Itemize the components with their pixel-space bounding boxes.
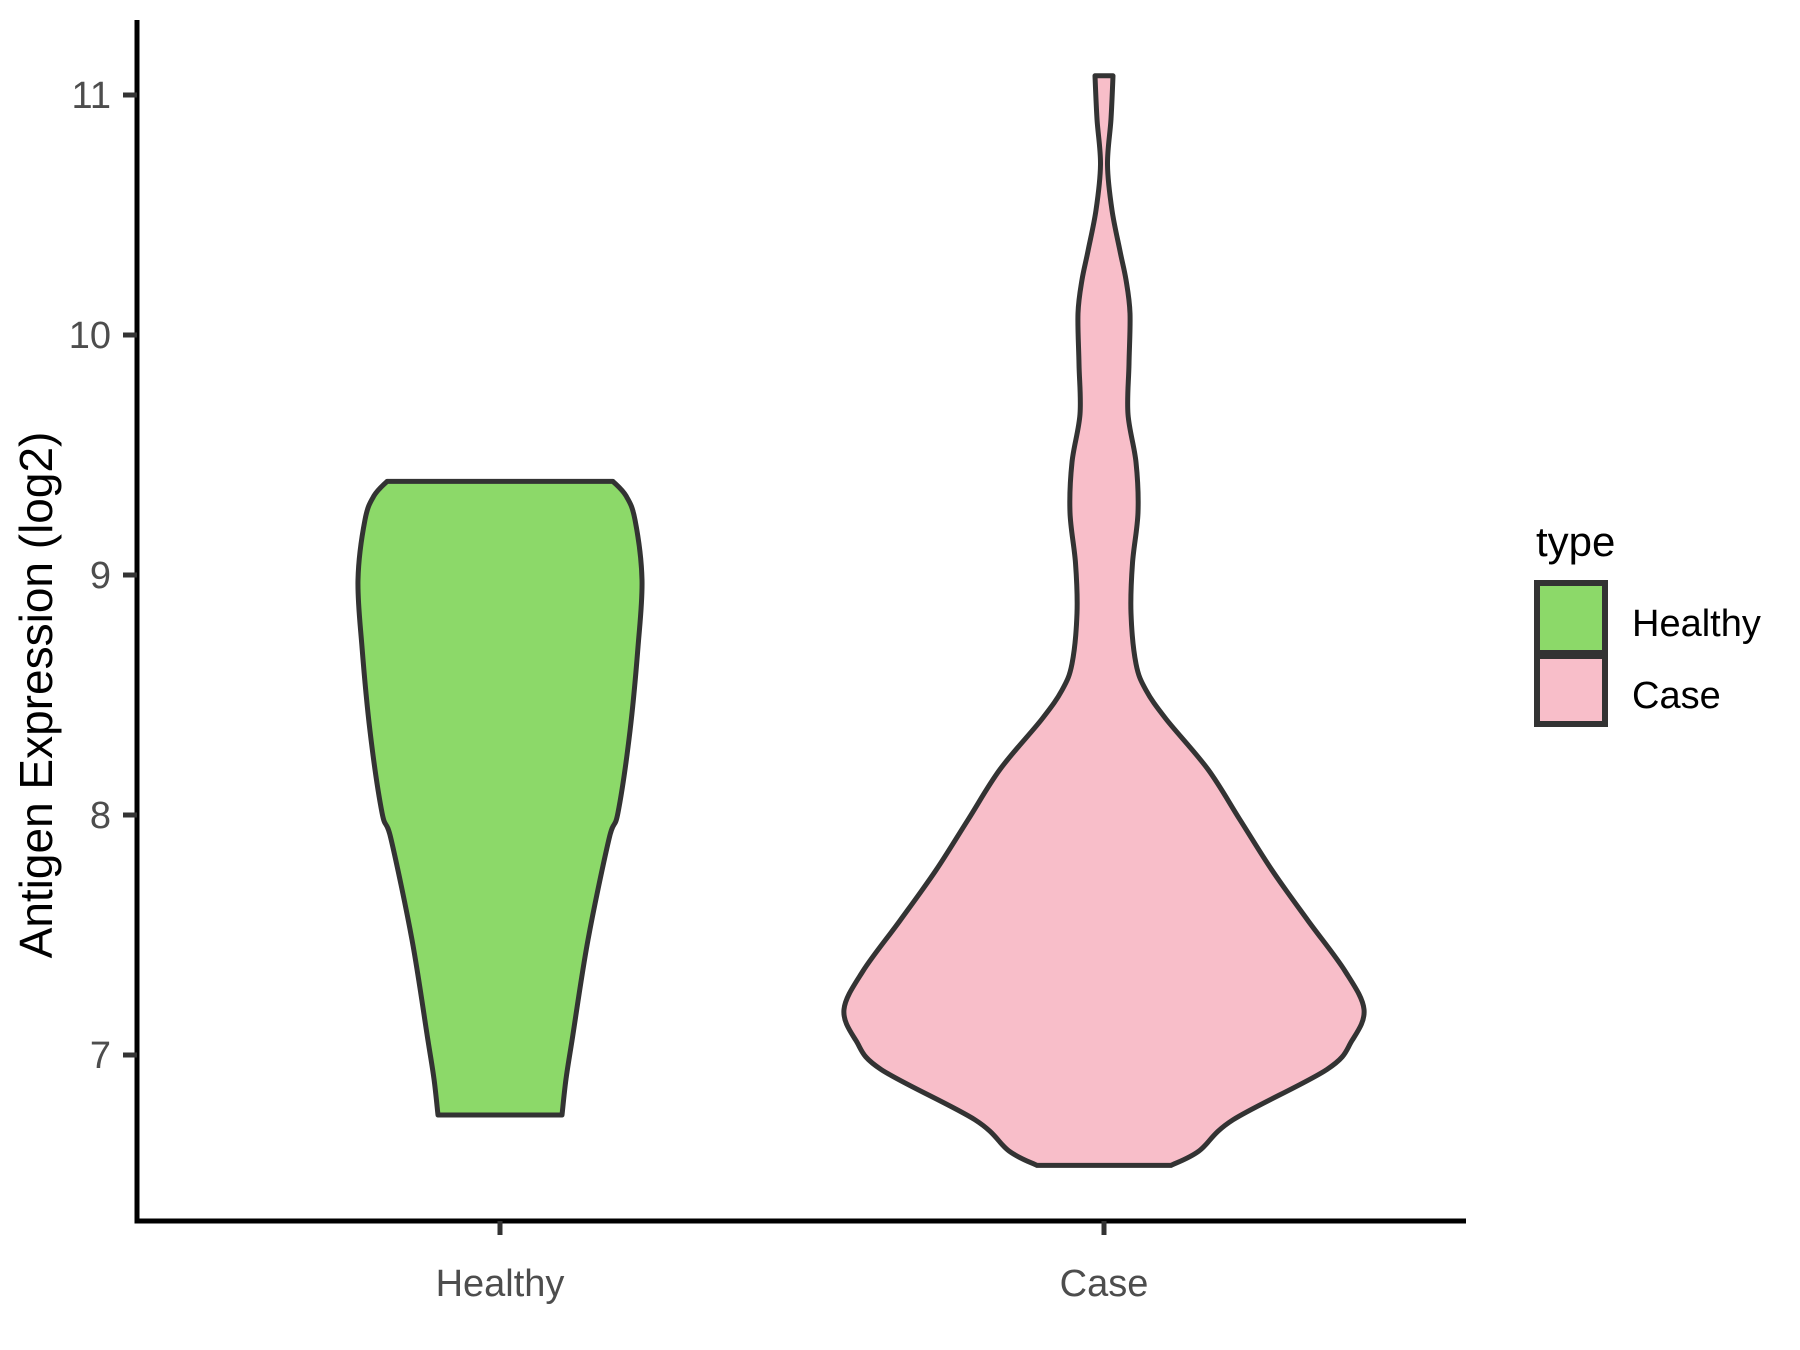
y-axis-ticks: 7 8 9 10 11 xyxy=(69,75,137,1077)
legend-label-healthy: Healthy xyxy=(1632,603,1761,645)
y-tick-label: 7 xyxy=(90,1035,111,1077)
violin-layer xyxy=(355,73,1367,1168)
y-axis-title: Antigen Expression (log2) xyxy=(10,432,62,959)
y-tick-label: 9 xyxy=(90,555,111,597)
x-tick-label-healthy: Healthy xyxy=(436,1263,565,1305)
y-tick-label: 11 xyxy=(72,75,111,117)
y-tick-label: 10 xyxy=(69,315,111,357)
x-tick-label-case: Case xyxy=(1060,1263,1149,1305)
legend-key-case xyxy=(1534,653,1608,727)
legend-key-healthy xyxy=(1534,580,1608,656)
legend-title: type xyxy=(1536,518,1615,565)
violin-healthy xyxy=(355,478,645,1118)
y-tick-label: 8 xyxy=(90,795,111,837)
legend-label-case: Case xyxy=(1632,675,1721,717)
x-axis-ticks: Healthy Case xyxy=(436,1221,1149,1305)
violin-case xyxy=(841,73,1367,1168)
legend: type Healthy Case xyxy=(1534,518,1761,727)
